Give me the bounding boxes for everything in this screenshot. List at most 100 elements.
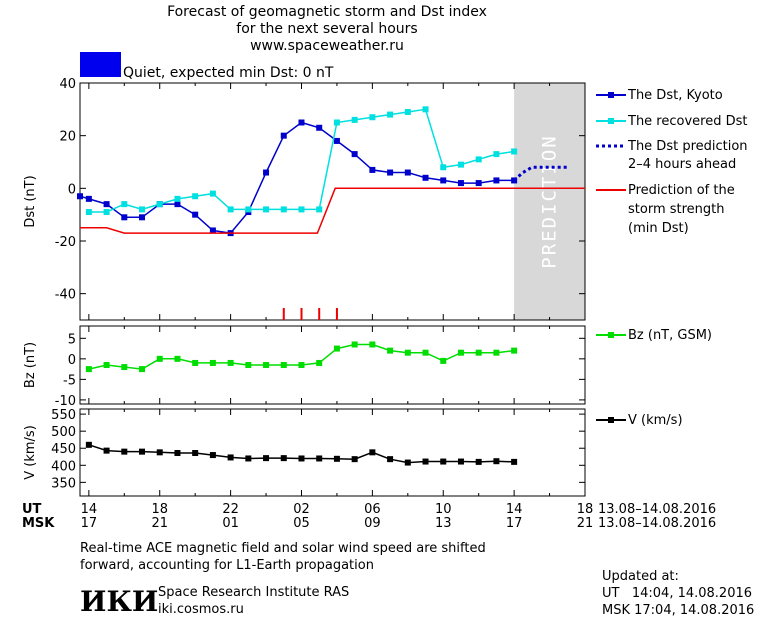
prediction-label: PREDICTION (539, 134, 561, 268)
msk-tick-label: 17 (506, 516, 523, 531)
data-point (493, 458, 500, 465)
data-point (263, 455, 270, 462)
msk-tick-label: 01 (222, 516, 239, 531)
ut-tick-label: 14 (506, 502, 523, 517)
data-point (192, 193, 199, 200)
data-point (209, 452, 216, 459)
data-point (369, 341, 376, 348)
legend-dst-prediction: The Dst prediction (627, 139, 748, 154)
data-point (139, 448, 146, 455)
data-point (103, 201, 110, 208)
y-tick-label: -40 (55, 288, 76, 303)
data-point (245, 455, 252, 462)
data-point (351, 151, 358, 158)
y-tick-label: -20 (55, 235, 76, 250)
data-point (511, 347, 518, 354)
ut-tick-label: 06 (364, 502, 381, 517)
series-line (80, 187, 585, 234)
msk-tick-label: 21 (577, 516, 594, 531)
y-tick-label: 5 (68, 332, 76, 347)
data-point (404, 169, 411, 176)
y-tick-label: 0 (68, 353, 76, 368)
data-point (493, 349, 500, 356)
data-point (333, 137, 340, 144)
data-point (333, 455, 340, 462)
y-tick-label: 350 (51, 476, 76, 491)
y-axis-label: Bz (nT) (23, 342, 38, 388)
data-point (245, 362, 252, 368)
ut-tick-label: 14 (81, 502, 98, 517)
data-point (369, 114, 376, 121)
status-color-box (80, 52, 121, 77)
data-point (404, 459, 411, 466)
data-point (121, 201, 128, 208)
data-point (192, 211, 199, 218)
data-point (245, 206, 252, 213)
legend-storm-strength: Prediction of the (628, 183, 735, 198)
legend-bz: Bz (nT, GSM) (628, 328, 712, 343)
data-point (351, 456, 358, 463)
data-point (333, 119, 340, 126)
data-point (457, 458, 464, 465)
data-point (121, 364, 128, 371)
data-point (404, 349, 411, 356)
msk-date-range: 13.08–14.08.2016 (598, 516, 716, 531)
data-point (156, 449, 163, 456)
chart-title-line-1: Forecast of geomagnetic storm and Dst in… (167, 4, 487, 20)
data-point (440, 177, 447, 184)
y-tick-label: 550 (51, 408, 76, 423)
data-point (298, 206, 305, 213)
data-point (457, 161, 464, 168)
data-point (209, 190, 216, 197)
data-point (440, 357, 447, 364)
ut-label: UT (22, 502, 42, 517)
data-point (511, 458, 518, 465)
data-point (387, 456, 394, 463)
data-point (174, 195, 181, 202)
data-point (227, 206, 234, 213)
legend-storm-strength-3: (min Dst) (628, 221, 689, 236)
data-point (103, 209, 110, 216)
data-point (280, 206, 287, 213)
footer-note-1: Real-time ACE magnetic field and solar w… (80, 541, 486, 556)
data-point (316, 124, 323, 131)
ut-date-range: 13.08–14.08.2016 (598, 502, 716, 517)
data-point (263, 362, 270, 368)
data-point (316, 359, 323, 366)
data-point (387, 169, 394, 176)
institute-site: iki.cosmos.ru (158, 602, 244, 617)
dst-legend: The Dst, Kyoto The recovered Dst The Dst… (596, 88, 748, 236)
data-point (280, 362, 287, 368)
data-point (387, 111, 394, 118)
data-point (192, 450, 199, 457)
data-point (85, 195, 92, 202)
y-tick-label: 40 (59, 77, 76, 92)
data-point (511, 148, 518, 155)
data-point (493, 177, 500, 184)
data-point (298, 362, 305, 368)
chart-title-line-2: for the next several hours (236, 21, 417, 37)
series-line (513, 165, 568, 182)
data-point (103, 362, 110, 368)
data-point (85, 441, 92, 448)
data-point (192, 359, 199, 366)
msk-tick-label: 05 (293, 516, 310, 531)
footer-note-2: forward, accounting for L1-Earth propaga… (80, 558, 374, 573)
data-point (387, 347, 394, 354)
msk-tick-label: 21 (151, 516, 168, 531)
y-tick-label: 400 (51, 459, 76, 474)
data-point (422, 458, 429, 465)
ut-tick-label: 18 (577, 502, 594, 517)
ut-tick-label: 22 (222, 502, 239, 517)
y-tick-label: 450 (51, 442, 76, 457)
legend-dst-kyoto: The Dst, Kyoto (627, 88, 723, 103)
legend-dst-prediction-2: 2–4 hours ahead (628, 157, 736, 172)
data-point (77, 193, 83, 200)
series-line (79, 121, 515, 234)
data-point (404, 108, 411, 115)
data-point (156, 355, 163, 362)
data-point (422, 174, 429, 181)
dst-panel: PREDICTION 40 20 0 -20 -40 Dst (nT) (23, 77, 586, 321)
ut-tick-label: 02 (293, 502, 310, 517)
